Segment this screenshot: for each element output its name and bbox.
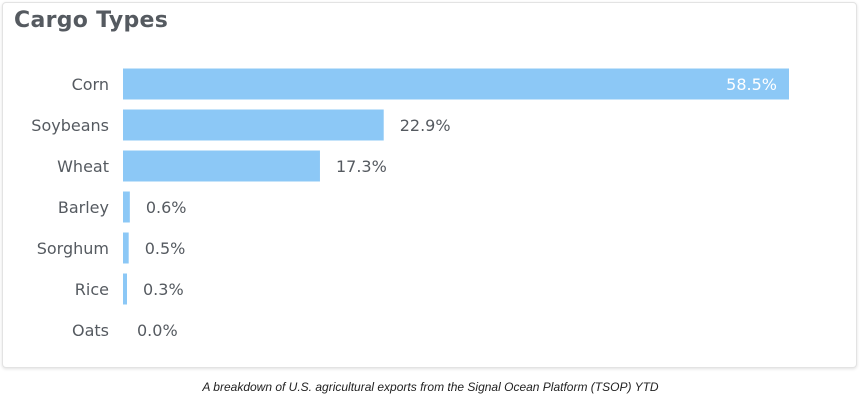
- bar-wheat: [123, 150, 320, 182]
- category-label-corn: Corn: [72, 75, 109, 94]
- bar-rice: [123, 273, 127, 305]
- chart-card: Cargo Types Corn 58.5% Soybeans 22.9% Wheat 1…: [2, 2, 857, 368]
- category-label-sorghum: Sorghum: [37, 239, 109, 258]
- bar-soybeans: [123, 109, 384, 141]
- category-label-soybeans: Soybeans: [31, 116, 109, 135]
- category-label-barley: Barley: [58, 198, 109, 217]
- value-label-soybeans: 22.9%: [400, 116, 451, 135]
- category-label-wheat: Wheat: [57, 157, 109, 176]
- value-label-wheat: 17.3%: [336, 157, 387, 176]
- value-label-barley: 0.6%: [146, 198, 187, 217]
- category-label-oats: Oats: [72, 321, 109, 340]
- bar-corn: [123, 68, 789, 100]
- value-label-sorghum: 0.5%: [145, 239, 186, 258]
- figure-caption: A breakdown of U.S. agricultural exports…: [202, 380, 659, 394]
- value-label-rice: 0.3%: [143, 280, 184, 299]
- value-label-corn: 58.5%: [726, 75, 777, 94]
- bar-barley: [123, 191, 130, 223]
- chart-title: Cargo Types: [14, 8, 169, 33]
- bar-chart: Corn 58.5% Soybeans 22.9% Wheat 17.3% Barley 0.…: [31, 68, 789, 340]
- category-label-rice: Rice: [75, 280, 109, 299]
- bar-sorghum: [123, 232, 129, 264]
- value-label-oats: 0.0%: [137, 321, 178, 340]
